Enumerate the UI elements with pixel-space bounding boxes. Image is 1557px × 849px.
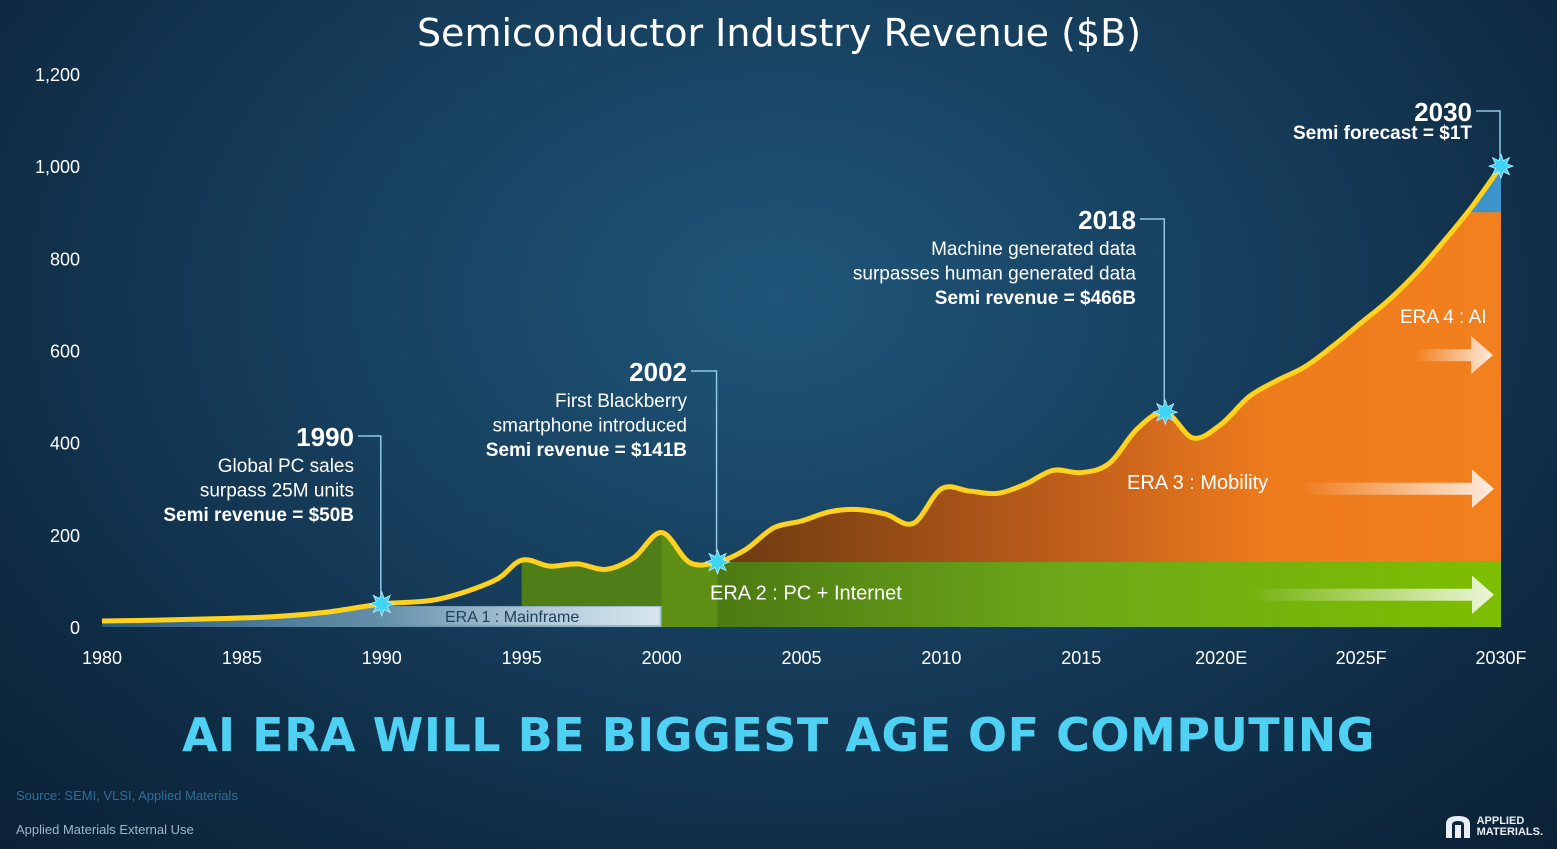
annotation-text: First Blackberry — [555, 391, 687, 412]
annotation-year: 2018 — [1078, 205, 1136, 235]
x-tick-label: 2000 — [642, 648, 682, 668]
era2-arrow — [1250, 575, 1494, 614]
y-tick-label: 600 — [50, 342, 80, 362]
logo-line1: APPLIED — [1476, 815, 1525, 827]
era-label-1: ERA 1 : Mainframe — [445, 609, 579, 626]
applied-materials-logo: APPLIED MATERIALS. — [1443, 814, 1543, 840]
annotation-text: surpass 25M units — [200, 481, 354, 502]
annotation-leader — [691, 370, 718, 553]
era-label-3: ERA 3 : Mobility — [1127, 472, 1268, 494]
milestone-star — [704, 548, 731, 576]
source-note: Source: SEMI, VLSI, Applied Materials — [16, 788, 238, 803]
milestone-star — [1487, 152, 1515, 180]
annotation-leader — [1140, 218, 1165, 403]
annotation-year: 2002 — [629, 357, 687, 387]
x-tick-label: 2030F — [1475, 648, 1526, 668]
era-label-2: ERA 2 : PC + Internet — [710, 582, 902, 604]
revenue-chart: ERA 1 : Mainframe ERA 2 : PC + Internet ER… — [35, 11, 1526, 668]
annotation-revenue: Semi revenue = $50B — [163, 505, 354, 526]
x-tick-label: 1990 — [362, 648, 402, 668]
y-tick-label: 1,000 — [35, 157, 80, 177]
era3-arrow — [1300, 469, 1494, 508]
annotation-text: Machine generated data — [931, 239, 1136, 260]
milestone-star — [1152, 399, 1179, 426]
era-gap-band — [661, 488, 718, 627]
x-tick-label: 2015 — [1061, 648, 1101, 668]
logo-line2: MATERIALS. — [1476, 826, 1543, 838]
annotation-revenue: Semi revenue = $466B — [935, 288, 1136, 309]
annotation-text: surpasses human generated data — [853, 264, 1137, 285]
logo-icon — [1445, 816, 1470, 838]
era-label-4: ERA 4 : AI — [1400, 307, 1487, 328]
x-tick-label: 2010 — [921, 648, 961, 668]
x-tick-label: 1985 — [222, 648, 262, 668]
annotation-leader — [358, 435, 382, 594]
milestone-star — [368, 590, 395, 618]
annotation-year: 2030 — [1414, 97, 1472, 127]
x-tick-label: 2005 — [781, 648, 821, 668]
annotation-text: smartphone introduced — [493, 416, 687, 437]
headline: AI ERA WILL BE BIGGEST AGE OF COMPUTING — [181, 708, 1376, 762]
y-tick-label: 1,200 — [35, 65, 80, 85]
x-tick-label: 2020E — [1195, 648, 1247, 668]
annotation-year: 1990 — [296, 422, 354, 452]
x-tick-label: 1995 — [502, 648, 542, 668]
y-tick-label: 0 — [70, 618, 80, 638]
annotation-revenue: Semi forecast = $1T — [1293, 123, 1472, 144]
y-tick-label: 200 — [50, 526, 80, 546]
footer-note: Applied Materials External Use — [16, 822, 194, 837]
annotation-revenue: Semi revenue = $141B — [486, 440, 687, 461]
revenue-line — [101, 164, 1504, 624]
x-tick-label: 2025F — [1336, 648, 1387, 668]
y-tick-label: 800 — [50, 249, 80, 269]
annotation-text: Global PC sales — [218, 456, 354, 477]
x-tick-label: 1980 — [82, 648, 122, 668]
era4-arrow — [1415, 335, 1493, 375]
era1-arrow — [381, 607, 660, 625]
era-bands — [102, 166, 1501, 627]
y-tick-label: 400 — [50, 434, 80, 454]
annotation-leader — [1476, 110, 1501, 157]
chart-title: Semiconductor Industry Revenue ($B) — [417, 11, 1141, 55]
